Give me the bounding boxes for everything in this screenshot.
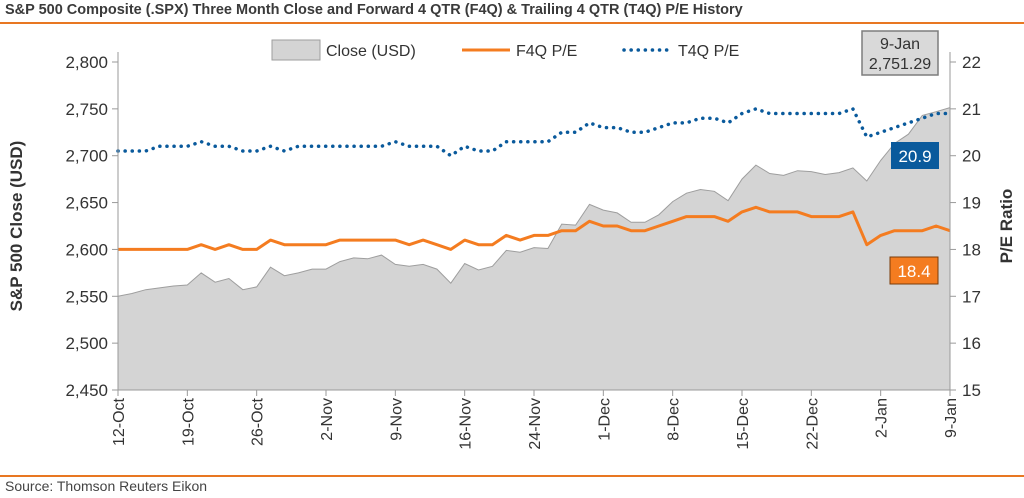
legend-t4q-label: T4Q P/E	[678, 43, 739, 60]
left-tick-label: 2,650	[65, 194, 108, 213]
bottom-rule	[0, 475, 1024, 477]
chart-canvas: 2,450 2,500 2,550 2,600 2,650 2,700 2,750 2,800…	[7, 30, 1016, 450]
left-tick-label: 2,550	[65, 287, 108, 306]
x-tick-label: 15-Dec	[735, 398, 752, 450]
right-tick-label: 16	[962, 334, 981, 353]
left-tick-label: 2,450	[65, 381, 108, 400]
close-area-edge	[117, 107, 951, 297]
top-rule	[0, 22, 1024, 24]
x-tick-label: 12-Oct	[111, 397, 128, 446]
t4q-badge	[891, 142, 939, 169]
right-tick-label: 15	[962, 381, 981, 400]
f4q-badge-value: 18.4	[897, 262, 930, 281]
source-note: Source: Thomson Reuters Eikon	[5, 478, 208, 494]
x-tick-label: 26-Oct	[250, 397, 267, 446]
x-tick-label: 16-Nov	[458, 398, 475, 450]
close-badge-date: 9-Jan	[880, 36, 920, 53]
right-tick-label: 22	[962, 53, 981, 72]
f4q-badge	[889, 256, 939, 285]
t4q-line	[116, 107, 952, 158]
x-tick-label: 9-Jan	[943, 398, 960, 438]
x-tick-label: 24-Nov	[527, 398, 544, 450]
right-tick-label: 20	[962, 147, 981, 166]
close-badge	[861, 30, 939, 76]
close-area	[118, 107, 950, 390]
left-tick-label: 2,700	[65, 147, 108, 166]
x-tick-label: 8-Dec	[666, 398, 683, 441]
left-axis-title: S&P 500 Close (USD)	[7, 141, 26, 312]
x-tick-label: 22-Dec	[804, 398, 821, 450]
left-tick-label: 2,750	[65, 100, 108, 119]
legend-close-label: Close (USD)	[326, 43, 416, 60]
x-tick-label: 2-Nov	[319, 398, 336, 441]
chart-title: S&P 500 Composite (.SPX) Three Month Clo…	[5, 2, 743, 18]
f4q-line	[118, 205, 951, 251]
right-axis-title: P/E Ratio	[997, 189, 1016, 264]
left-tick-label: 2,800	[65, 53, 108, 72]
x-tick-label: 9-Nov	[388, 398, 405, 441]
x-tick-label: 2-Jan	[874, 398, 891, 438]
right-tick-label: 21	[962, 100, 981, 119]
legend-close-swatch	[271, 39, 321, 61]
legend-f4q-label: F4Q P/E	[516, 43, 577, 60]
right-tick-label: 19	[962, 194, 981, 213]
left-tick-label: 2,600	[65, 240, 108, 259]
x-tick-label: 1-Dec	[596, 398, 613, 441]
close-badge-value: 2,751.29	[869, 56, 931, 73]
x-tick-label: 19-Oct	[180, 397, 197, 446]
right-tick-label: 18	[962, 240, 981, 259]
t4q-badge-value: 20.9	[898, 147, 931, 166]
left-tick-label: 2,500	[65, 334, 108, 353]
right-tick-label: 17	[962, 287, 981, 306]
